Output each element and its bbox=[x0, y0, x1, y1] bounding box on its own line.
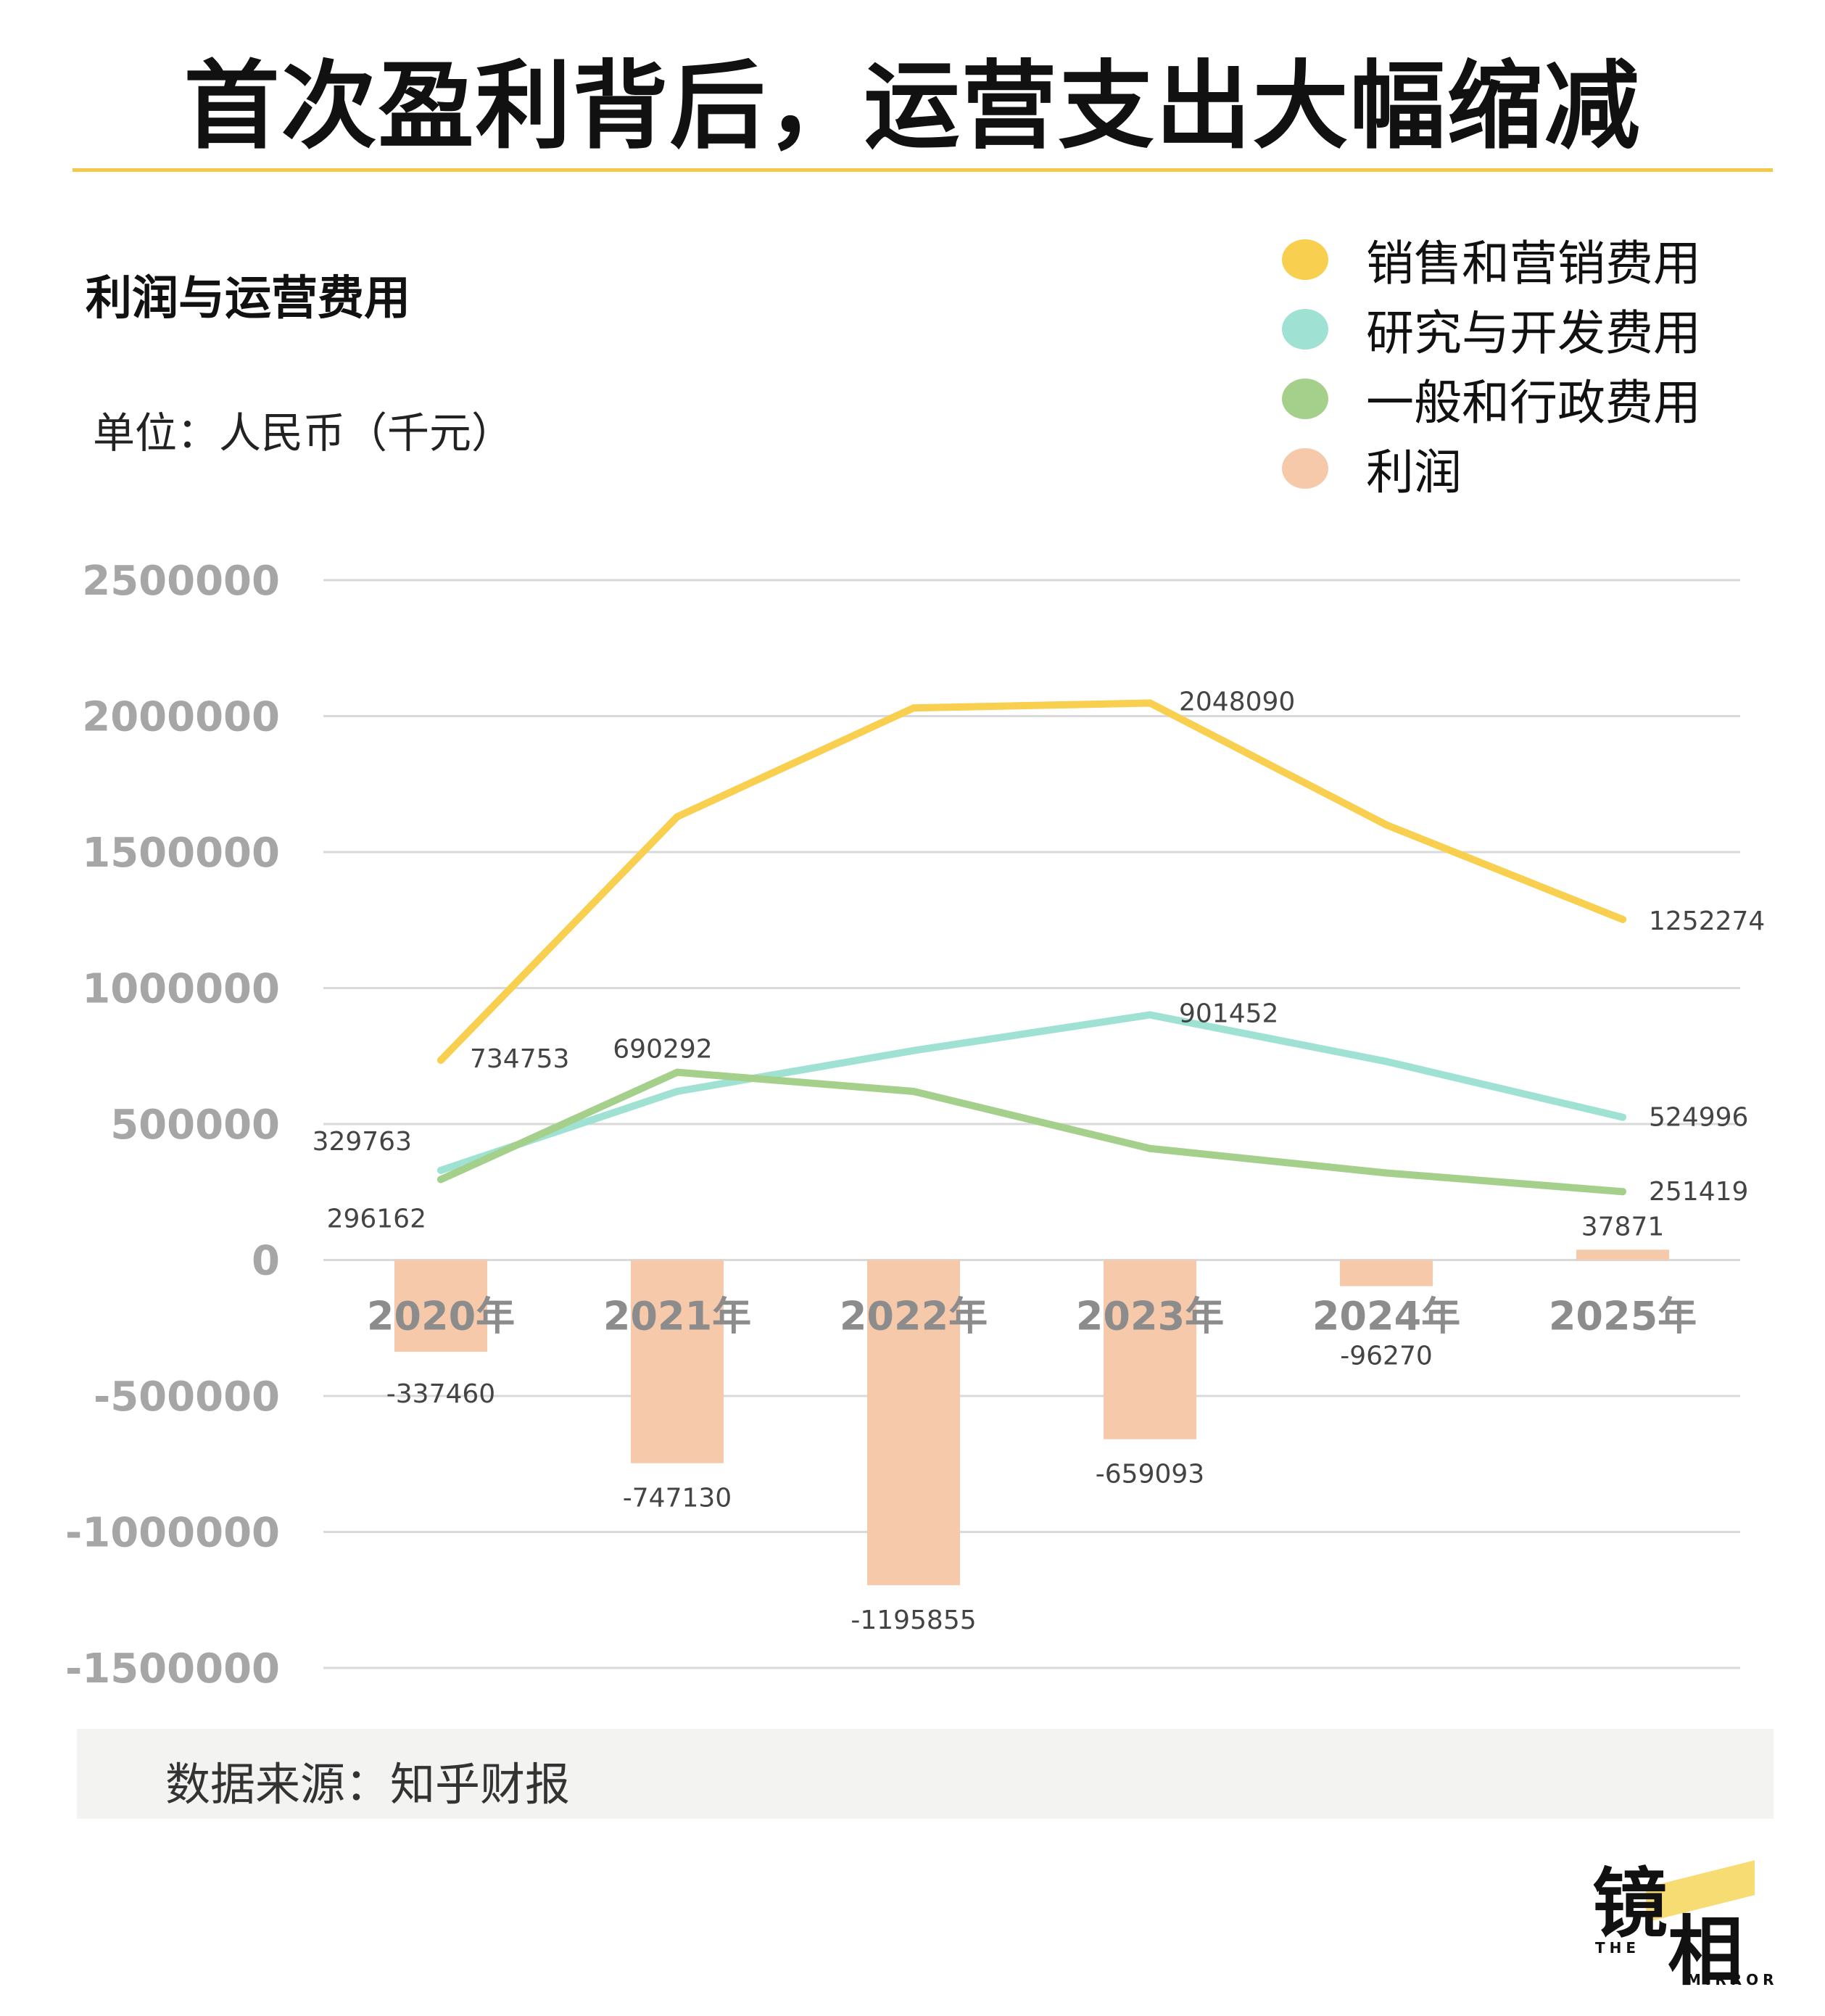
logo-text-mirror: MIRROR bbox=[1687, 1971, 1779, 1988]
profit-data-label: -1195855 bbox=[851, 1606, 976, 1635]
series-point bbox=[1383, 1057, 1390, 1065]
legend-item-profit: 利润 bbox=[1282, 434, 1701, 503]
legend-swatch-rnd bbox=[1282, 309, 1328, 350]
unit-label: 单位：人民币（千元） bbox=[93, 408, 514, 458]
series-data-label: 251419 bbox=[1649, 1177, 1748, 1207]
profit-bar bbox=[394, 1260, 487, 1352]
series-point bbox=[1383, 821, 1390, 829]
source-bar: 数据来源：知乎财报 bbox=[77, 1729, 1774, 1819]
page-title: 首次盈利背后，运营支出大幅缩减 bbox=[183, 51, 1642, 162]
chart-subtitle: 利润与运营费用 bbox=[86, 272, 410, 326]
series-data-label: 2048090 bbox=[1179, 687, 1295, 716]
profit-bar bbox=[1340, 1260, 1433, 1286]
x-tick-label: 2020年 bbox=[367, 1294, 515, 1339]
profit-data-label: 37871 bbox=[1581, 1212, 1665, 1242]
series-point bbox=[674, 1088, 681, 1095]
profit-data-label: -747130 bbox=[623, 1484, 732, 1513]
y-tick-label: 1000000 bbox=[82, 966, 280, 1013]
legend: 销售和营销费用 研究与开发费用 一般和行政费用 利润 bbox=[1282, 225, 1701, 503]
series-point bbox=[1146, 1011, 1154, 1019]
series-point bbox=[1383, 1169, 1390, 1177]
series-point bbox=[1146, 699, 1154, 707]
series-data-label: 524996 bbox=[1649, 1103, 1748, 1133]
series-data-label: 296162 bbox=[327, 1204, 426, 1234]
y-tick-label: -500000 bbox=[94, 1373, 280, 1421]
series-data-label: 1252274 bbox=[1649, 906, 1765, 936]
profit-bar bbox=[867, 1260, 960, 1585]
series-data-label: 734753 bbox=[470, 1044, 569, 1074]
series-point bbox=[910, 1088, 917, 1095]
series-point bbox=[674, 1068, 681, 1076]
legend-label-admin: 一般和行政费用 bbox=[1366, 375, 1701, 431]
legend-label-rnd: 研究与开发费用 bbox=[1366, 305, 1701, 361]
profit-data-label: -659093 bbox=[1096, 1460, 1204, 1490]
series-point bbox=[437, 1176, 444, 1183]
profit-bar bbox=[631, 1260, 724, 1463]
legend-item-rnd: 研究与开发费用 bbox=[1282, 294, 1701, 364]
series-data-label: 690292 bbox=[613, 1035, 712, 1065]
logo-char-1: 镜 bbox=[1592, 1859, 1668, 1948]
logo-char-2: 相 bbox=[1668, 1907, 1744, 1996]
series-point bbox=[437, 1166, 444, 1174]
profit-bar bbox=[1104, 1260, 1196, 1439]
legend-item-sales: 销售和营销费用 bbox=[1282, 225, 1701, 294]
series-point bbox=[910, 704, 917, 712]
legend-item-admin: 一般和行政费用 bbox=[1282, 364, 1701, 434]
y-tick-label: 2000000 bbox=[82, 694, 280, 741]
series-point bbox=[674, 813, 681, 821]
chart-canvas: 2500000 2000000 1500000 1000000 500000 0 -5000… bbox=[65, 558, 1765, 1693]
y-tick-label: -1000000 bbox=[65, 1510, 280, 1557]
x-tick-label: 2024年 bbox=[1312, 1294, 1460, 1339]
series-point bbox=[910, 1046, 917, 1054]
legend-swatch-profit bbox=[1282, 448, 1328, 489]
legend-label-sales: 销售和营销费用 bbox=[1366, 236, 1701, 292]
series-data-label: 329763 bbox=[313, 1127, 412, 1157]
title-divider bbox=[73, 168, 1773, 172]
source-text: 数据来源：知乎财报 bbox=[165, 1758, 571, 1811]
series-point bbox=[1146, 1144, 1154, 1152]
series-point bbox=[437, 1056, 444, 1064]
legend-swatch-sales bbox=[1282, 239, 1328, 280]
profit-data-label: -337460 bbox=[386, 1379, 495, 1409]
legend-label-profit: 利润 bbox=[1366, 445, 1462, 500]
y-tick-label: 500000 bbox=[110, 1102, 280, 1149]
series-line-1 bbox=[437, 1011, 1626, 1174]
logo-text-the: THE bbox=[1595, 1939, 1641, 1957]
series-line-0 bbox=[437, 699, 1626, 1064]
x-tick-label: 2023年 bbox=[1076, 1294, 1224, 1339]
series-point bbox=[1619, 1113, 1626, 1121]
series-point bbox=[1619, 1188, 1626, 1196]
y-tick-label: 1500000 bbox=[82, 830, 280, 877]
legend-swatch-admin bbox=[1282, 379, 1328, 419]
series-line-2 bbox=[437, 1068, 1626, 1196]
series-point bbox=[1619, 915, 1626, 923]
x-tick-label: 2025年 bbox=[1549, 1294, 1697, 1339]
y-tick-label: 0 bbox=[252, 1238, 280, 1285]
brand-logo: 镜 相 THE MIRROR bbox=[1592, 1842, 1774, 1996]
profit-data-label: -96270 bbox=[1340, 1342, 1433, 1371]
series-data-label: 901452 bbox=[1179, 999, 1278, 1028]
y-tick-label: -1500000 bbox=[65, 1645, 280, 1693]
x-tick-label: 2022年 bbox=[840, 1294, 988, 1339]
x-tick-label: 2021年 bbox=[603, 1294, 751, 1339]
y-tick-label: 2500000 bbox=[82, 558, 280, 605]
profit-bar bbox=[1576, 1249, 1669, 1260]
